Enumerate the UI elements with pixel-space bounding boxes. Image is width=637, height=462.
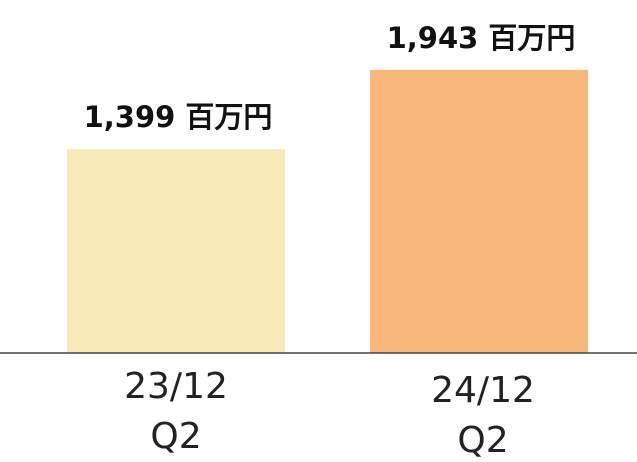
bar [370,69,588,354]
x-tick-label: 24/12 Q2 [431,370,535,461]
x-tick-label: 23/12 Q2 [124,366,228,457]
value-label: 1,943 百万円 [387,21,576,55]
bar [67,149,285,353]
value-label: 1,399 百万円 [84,100,273,134]
